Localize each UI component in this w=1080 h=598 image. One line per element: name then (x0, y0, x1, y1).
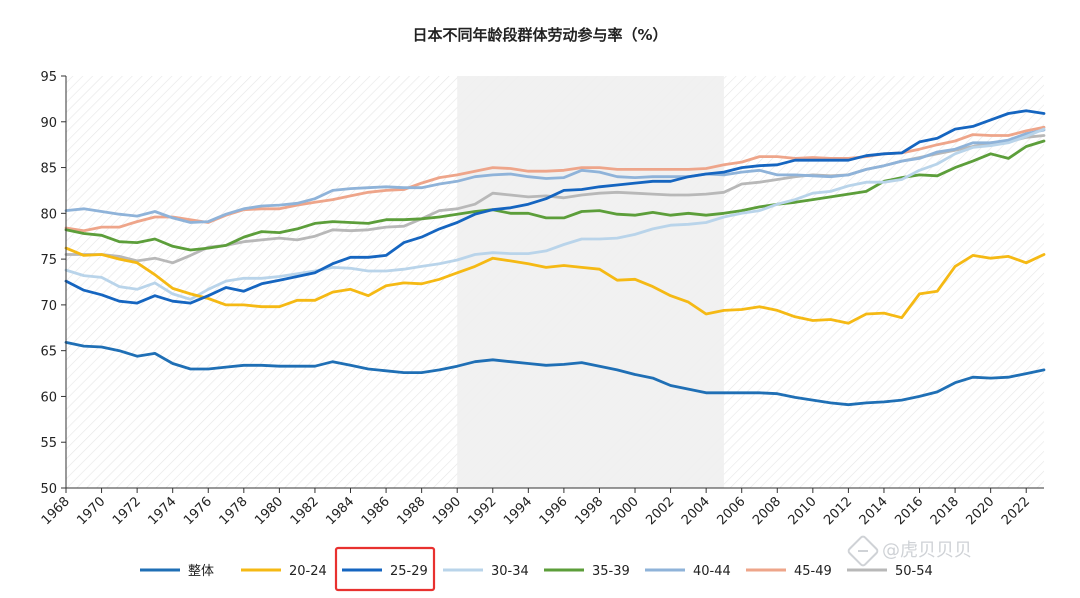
x-tick-label: 2022 (999, 494, 1033, 528)
x-tick-label: 1976 (181, 494, 215, 528)
x-tick-label: 2012 (821, 494, 855, 528)
x-tick-label: 1990 (430, 494, 464, 528)
x-tick-label: 2006 (715, 494, 749, 528)
y-tick-label: 80 (40, 207, 57, 222)
legend-label-整体: 整体 (188, 564, 214, 579)
x-tick-label: 1974 (146, 494, 180, 528)
x-tick-label: 1986 (359, 494, 393, 528)
watermark-icon (847, 535, 879, 567)
x-tick-label: 1980 (252, 494, 286, 528)
legend-label-45-49: 45-49 (794, 564, 832, 579)
x-tick-label: 2004 (679, 494, 713, 528)
x-tick-label: 2008 (750, 494, 784, 528)
series-lines-layer (64, 109, 1046, 407)
legend-highlight-box (334, 546, 436, 592)
chart-title: 日本不同年龄段群体劳动参与率（%） (412, 26, 667, 44)
legend-label-25-29: 25-29 (390, 564, 428, 579)
x-tick-label: 1988 (394, 494, 428, 528)
series-line-20-24 (64, 246, 1046, 325)
x-tick-label: 2020 (963, 494, 997, 528)
series-line-30-34 (64, 127, 1046, 301)
x-tick-label: 1994 (501, 494, 535, 528)
y-tick-label: 70 (40, 299, 57, 314)
legend-label-30-34: 30-34 (491, 564, 529, 579)
legend-label-20-24: 20-24 (289, 564, 327, 579)
legend: 整体 20-24 25-29 30-34 35-39 40-44 45-49 50-54 (140, 564, 933, 579)
x-tick-label: 2014 (857, 494, 891, 528)
x-tick-label: 2018 (928, 494, 962, 528)
y-tick-label: 55 (40, 436, 57, 451)
x-tick-label: 1972 (110, 494, 144, 528)
y-tick-label: 85 (40, 162, 57, 177)
y-tick-label: 65 (40, 345, 57, 360)
x-tick-label: 1992 (466, 494, 500, 528)
x-tick-label: 2016 (892, 494, 926, 528)
y-tick-label: 75 (40, 253, 57, 268)
legend-label-35-39: 35-39 (592, 564, 630, 579)
y-tick-label: 50 (40, 482, 57, 497)
x-tick-label: 1984 (323, 494, 357, 528)
x-tick-label: 1970 (74, 494, 108, 528)
legend-label-40-44: 40-44 (693, 564, 731, 579)
x-tick-label: 2002 (643, 494, 677, 528)
x-tick-label: 1968 (39, 494, 73, 528)
x-tick-label: 1978 (217, 494, 251, 528)
watermark-text: @虎贝贝贝 (882, 540, 972, 561)
x-tick-label: 2000 (608, 494, 642, 528)
x-tick-label: 1982 (288, 494, 322, 528)
x-tick-label: 2010 (786, 494, 820, 528)
y-tick-label: 95 (40, 70, 57, 85)
series-line-整体 (64, 340, 1046, 407)
x-tick-label: 1998 (572, 494, 606, 528)
shaded-period-band (457, 76, 724, 488)
y-tick-label: 60 (40, 390, 57, 405)
series-line-25-29 (64, 109, 1046, 305)
legend-label-50-54: 50-54 (895, 564, 933, 579)
x-tick-label: 1996 (537, 494, 571, 528)
y-tick-label: 90 (40, 116, 57, 131)
series-line-40-44 (64, 128, 1046, 224)
